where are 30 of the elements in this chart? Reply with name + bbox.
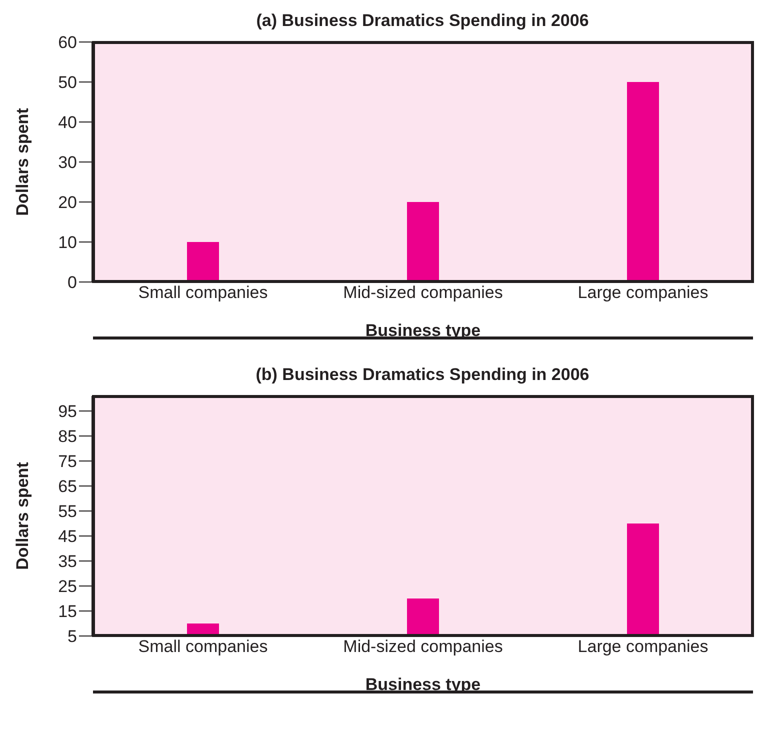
- y-tick-label: 65: [58, 477, 77, 496]
- x-tick-label: Large companies: [578, 637, 708, 656]
- x-tick-label: Mid-sized companies: [343, 283, 503, 302]
- y-tick-label: 20: [58, 193, 77, 212]
- y-tick-label: 55: [58, 502, 77, 522]
- chart-title: (a) Business Dramatics Spending in 2006: [255, 10, 590, 32]
- y-tick-label: 5: [68, 627, 77, 646]
- bar: [407, 202, 439, 282]
- y-tick-label: 35: [58, 552, 77, 572]
- x-tick-label: Small companies: [138, 637, 268, 656]
- y-tick-label: 0: [68, 273, 77, 292]
- y-tick-label: 25: [58, 577, 77, 596]
- y-tick-label: 40: [58, 113, 77, 132]
- y-axis-title: Dollars spent: [13, 108, 32, 216]
- y-tick-label: 10: [58, 233, 77, 252]
- y-tick-label: 75: [58, 452, 77, 472]
- y-tick-label: 95: [58, 402, 77, 422]
- y-tick-label: 50: [58, 73, 77, 92]
- x-tick-label: Mid-sized companies: [343, 637, 503, 656]
- x-tick-label: Small companies: [138, 283, 268, 302]
- y-tick-label: 85: [58, 427, 77, 446]
- bar: [187, 242, 219, 282]
- chart-title: (b) Business Dramatics Spending in 2006: [254, 364, 590, 386]
- x-tick-label: Large companies: [578, 283, 708, 302]
- y-tick-label: 15: [58, 602, 77, 622]
- y-tick-label: 30: [58, 153, 77, 172]
- y-tick-label: 45: [58, 527, 77, 546]
- y-tick-label: 60: [58, 33, 77, 52]
- y-axis-title: Dollars spent: [13, 462, 32, 570]
- bar: [627, 82, 659, 282]
